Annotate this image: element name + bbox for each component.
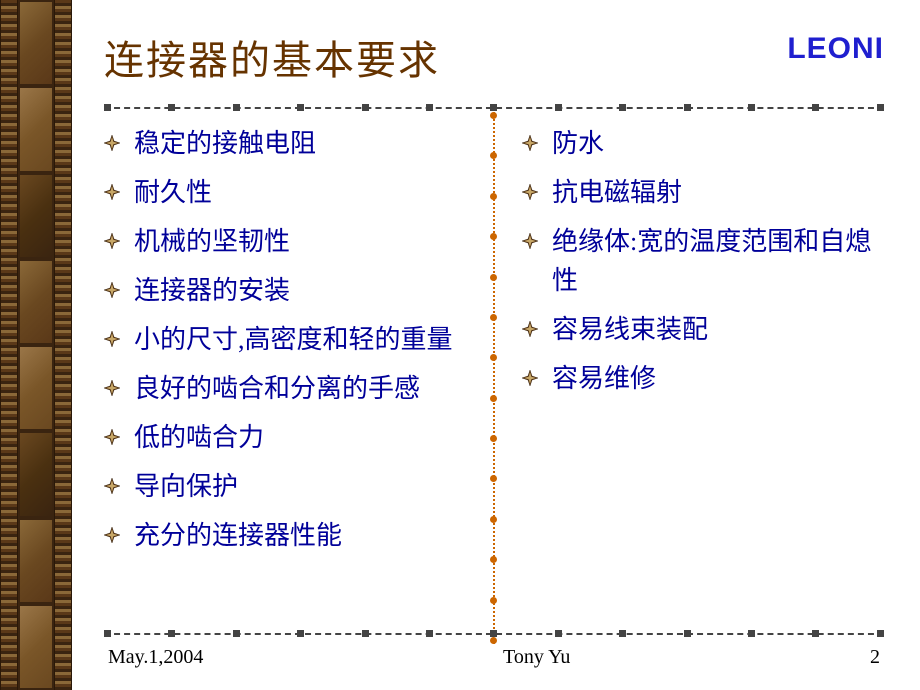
left-column: 稳定的接触电阻耐久性机械的坚韧性连接器的安装小的尺寸,高密度和轻的重量良好的啮合… [104,124,494,624]
bullet-text: 导向保护 [134,467,470,506]
bullet-text: 连接器的安装 [134,271,470,310]
right-column: 防水抗电磁辐射绝缘体:宽的温度范围和自熄性容易线束装配容易维修 [494,124,884,624]
list-item: 低的啮合力 [104,418,470,457]
bullet-text: 低的啮合力 [134,418,470,457]
bullet-text: 小的尺寸,高密度和轻的重量 [134,320,470,359]
bullet-text: 良好的啮合和分离的手感 [134,369,470,408]
bullet-star-icon [522,233,538,249]
brand-logo: LEONI [787,32,884,66]
list-item: 绝缘体:宽的温度范围和自熄性 [522,222,884,300]
bullet-star-icon [104,429,120,445]
list-item: 机械的坚韧性 [104,222,470,261]
list-item: 导向保护 [104,467,470,506]
header-row: 连接器的基本要求 LEONI [104,28,884,86]
bullet-star-icon [104,184,120,200]
bullet-text: 防水 [552,124,884,163]
bullet-star-icon [104,527,120,543]
footer: May.1,2004 Tony Yu 2 [104,646,884,669]
bullet-star-icon [522,321,538,337]
bullet-text: 容易维修 [552,359,884,398]
list-item: 抗电磁辐射 [522,173,884,212]
slide-title: 连接器的基本要求 [104,28,440,86]
list-item: 容易维修 [522,359,884,398]
bullet-star-icon [104,478,120,494]
bullet-text: 绝缘体:宽的温度范围和自熄性 [552,222,884,300]
bullet-star-icon [104,282,120,298]
content-columns: 稳定的接触电阻耐久性机械的坚韧性连接器的安装小的尺寸,高密度和轻的重量良好的啮合… [104,124,884,624]
bullet-text: 稳定的接触电阻 [134,124,470,163]
list-item: 稳定的接触电阻 [104,124,470,163]
bullet-text: 抗电磁辐射 [552,173,884,212]
bullet-text: 耐久性 [134,173,470,212]
bullet-text: 充分的连接器性能 [134,516,470,555]
footer-date: May.1,2004 [108,646,203,669]
horizontal-divider-top [104,104,884,112]
bullet-star-icon [522,184,538,200]
bullet-star-icon [104,331,120,347]
bullet-star-icon [104,233,120,249]
horizontal-divider-bottom [104,630,884,638]
decorative-sidebar [0,0,72,690]
bullet-star-icon [104,135,120,151]
slide-content: 连接器的基本要求 LEONI 稳定的接触电阻耐久性机械的坚韧性连接器的安装小的尺… [88,0,908,690]
list-item: 容易线束装配 [522,310,884,349]
footer-author: Tony Yu [503,646,570,669]
bullet-text: 机械的坚韧性 [134,222,470,261]
list-item: 良好的啮合和分离的手感 [104,369,470,408]
footer-page: 2 [870,646,880,669]
list-item: 连接器的安装 [104,271,470,310]
vertical-divider [490,112,498,644]
bullet-star-icon [522,135,538,151]
bullet-star-icon [104,380,120,396]
list-item: 小的尺寸,高密度和轻的重量 [104,320,470,359]
list-item: 防水 [522,124,884,163]
bullet-text: 容易线束装配 [552,310,884,349]
bullet-star-icon [522,370,538,386]
list-item: 充分的连接器性能 [104,516,470,555]
list-item: 耐久性 [104,173,470,212]
